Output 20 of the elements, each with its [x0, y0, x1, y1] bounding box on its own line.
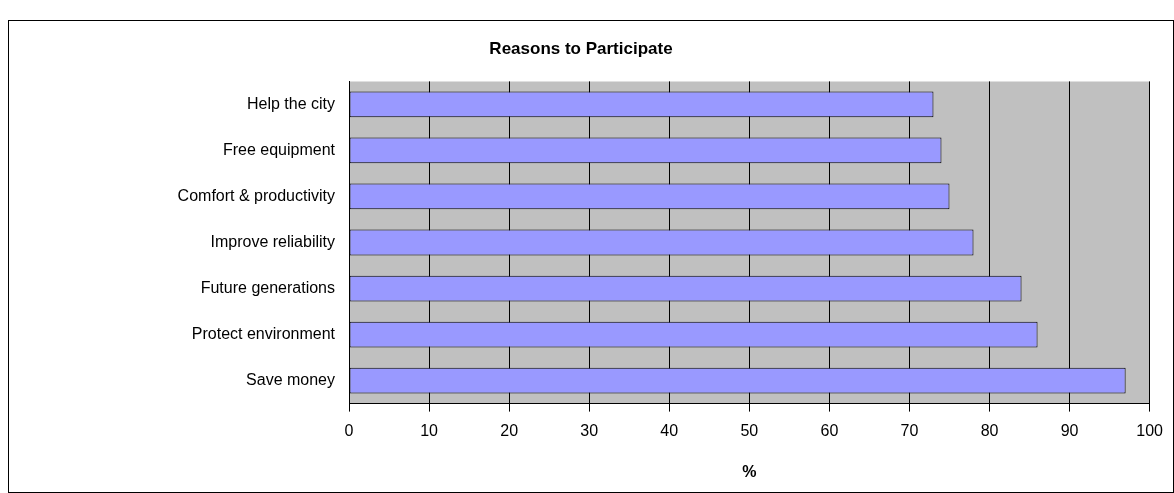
x-tick-label: 30 [580, 421, 599, 439]
x-tick-label: 50 [740, 421, 759, 439]
x-tick-label: 20 [500, 421, 519, 439]
x-tick-label: 70 [900, 421, 919, 439]
x-axis-title: % [742, 462, 757, 480]
y-tick-label: Save money [246, 370, 335, 388]
y-tick-label: Help the city [246, 94, 335, 112]
y-tick-label: Improve reliability [210, 232, 335, 250]
x-tick-label: 0 [344, 421, 354, 439]
x-tick-label: 60 [820, 421, 839, 439]
chart-title: Reasons to Participate [489, 38, 673, 58]
x-tick-label: 100 [1136, 421, 1164, 439]
x-tick-label: 90 [1060, 421, 1079, 439]
y-tick-label: Comfort & productivity [177, 186, 335, 204]
y-tick-label: Protect environment [191, 324, 336, 342]
y-tick-label: Free equipment [222, 140, 336, 158]
x-tick-label: 80 [980, 421, 999, 439]
x-tick-label: 40 [660, 421, 679, 439]
y-tick-label: Future generations [200, 278, 335, 296]
x-tick-label: 10 [420, 421, 439, 439]
